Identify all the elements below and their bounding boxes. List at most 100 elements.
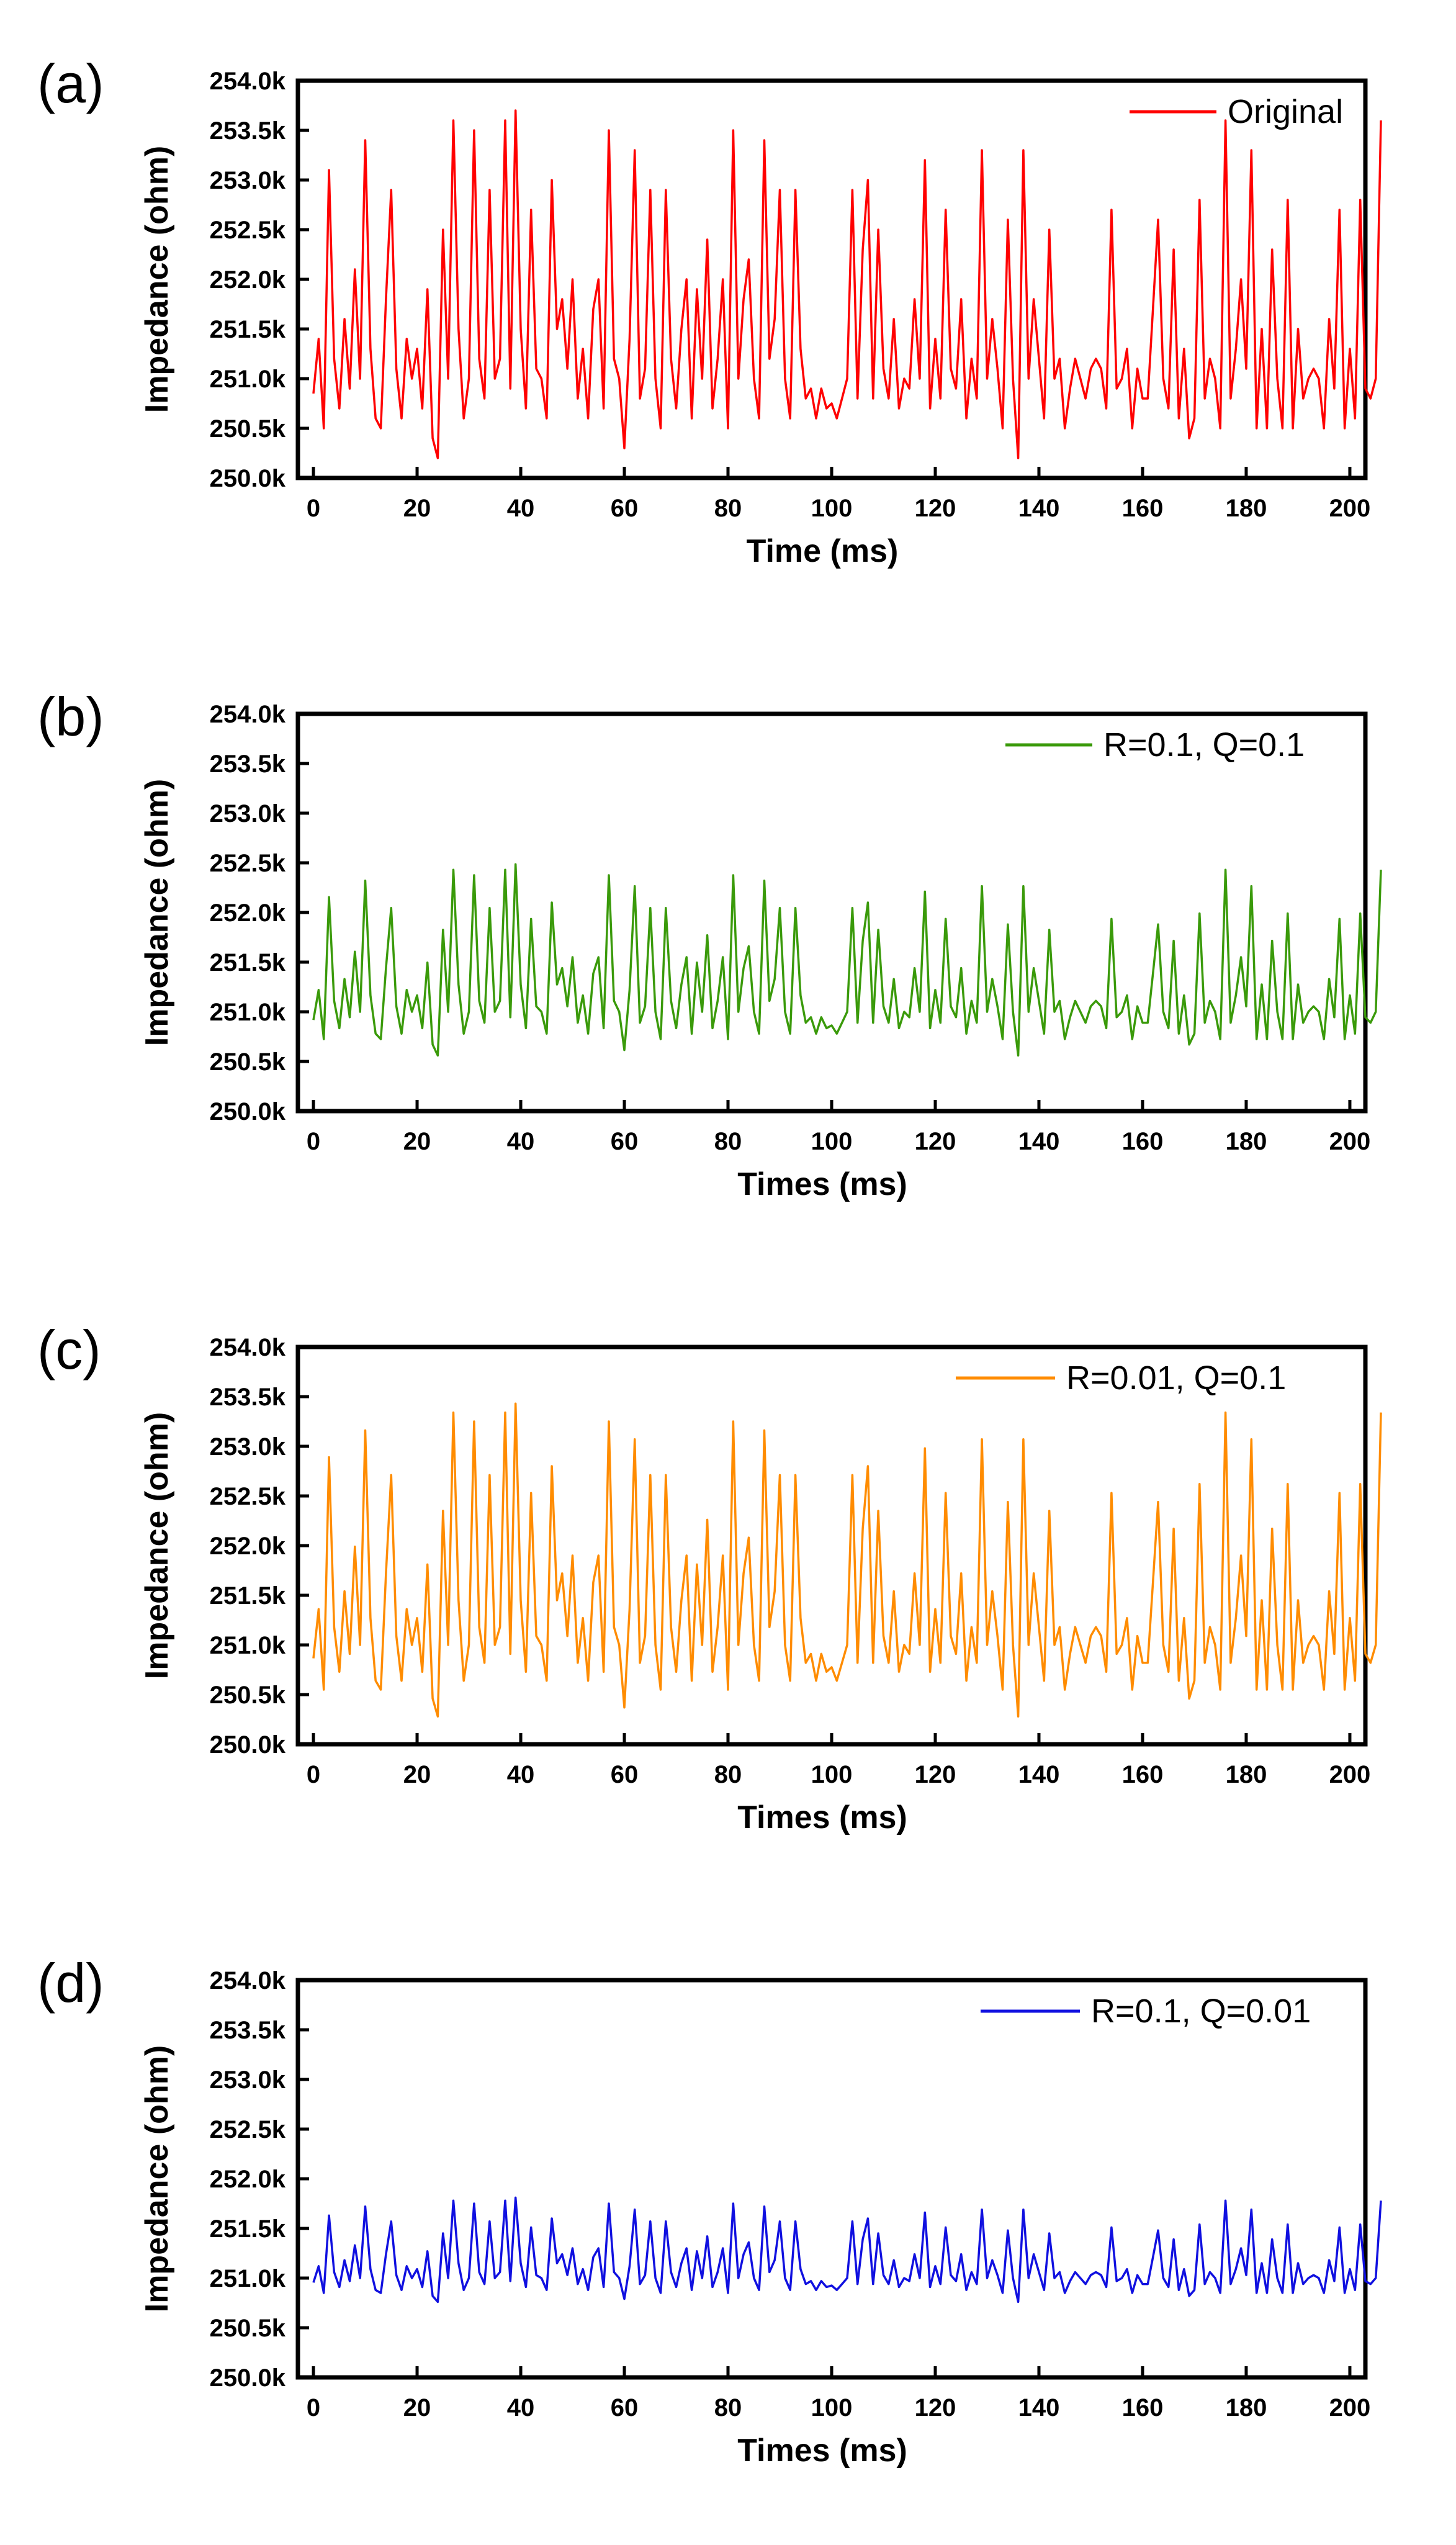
panel-b-xtick-label-2: 40 (507, 1128, 535, 1155)
panel-a-xtick-label-7: 140 (1018, 495, 1060, 522)
panel-d-plot-frame (295, 1978, 1368, 2380)
panel-d-ytick-label-7: 253.5k (210, 2017, 286, 2044)
panel-c-xtick-label-1: 20 (403, 1761, 431, 1788)
panel-b-series-line (312, 863, 1382, 1057)
panel-d-ylabel: Impedance (ohm) (139, 2045, 175, 2313)
panel-b-xtick-label-4: 80 (714, 1128, 742, 1155)
panel-c-xlabel: Times (ms) (737, 1800, 907, 1836)
panel-d-ytick-label-6: 253.0k (210, 2066, 286, 2094)
panel-d-xtick-label-9: 180 (1226, 2394, 1267, 2421)
panel-d-xtick-label-0: 0 (307, 2394, 320, 2421)
panel-b-series (312, 863, 1382, 1057)
panel-d-xtick-label-2: 40 (507, 2394, 535, 2421)
panel-d: (d) 250.0k 250.5k 251.0k 251.5k 252.0k 252.5k… (37, 1952, 1382, 2469)
panel-c-xtick-label-7: 140 (1018, 1761, 1060, 1788)
panel-b-label: (b) (37, 686, 104, 747)
panel-c-ytick-label-6: 253.0k (210, 1433, 286, 1461)
panel-c-xtick-label-6: 120 (915, 1761, 956, 1788)
panel-a-ytick-label-4: 252.0k (210, 266, 286, 294)
panel-a-series (312, 109, 1382, 459)
panel-a-legend: Original (1130, 93, 1343, 130)
panel-c-xtick-label-10: 200 (1329, 1761, 1371, 1788)
panel-b-xlabel: Times (ms) (737, 1166, 907, 1202)
panel-a-x-ticks: 0 20 40 60 80 100 120 140 160 180 200 (307, 467, 1370, 522)
panel-b-ytick-label-4: 252.0k (210, 899, 286, 927)
panel-d-ytick-label-4: 252.0k (210, 2166, 286, 2193)
panel-d-xtick-label-6: 120 (915, 2394, 956, 2421)
panel-d-ytick-label-5: 252.5k (210, 2116, 286, 2143)
panel-a-xtick-label-6: 120 (915, 495, 956, 522)
panel-b-ytick-label-3: 251.5k (210, 949, 286, 976)
panel-c-xtick-label-2: 40 (507, 1761, 535, 1788)
panel-c-series (312, 1402, 1382, 1718)
panel-c-ylabel: Impedance (ohm) (139, 1412, 175, 1680)
panel-a-ytick-label-0: 250.0k (210, 465, 286, 492)
panel-b-ytick-label-6: 253.0k (210, 800, 286, 827)
panel-d-xtick-label-7: 140 (1018, 2394, 1060, 2421)
panel-a-label: (a) (37, 53, 104, 114)
panel-c-legend-label: R=0.01, Q=0.1 (1066, 1359, 1286, 1397)
panel-d-ytick-label-8: 254.0k (210, 1967, 286, 1994)
panel-a-xtick-label-1: 20 (403, 495, 431, 522)
panel-a-ytick-label-6: 253.0k (210, 167, 286, 194)
panel-b-x-ticks: 0 20 40 60 80 100 120 140 160 180 200 (307, 1100, 1370, 1155)
panel-a-xtick-label-5: 100 (811, 495, 853, 522)
panel-d-label: (d) (37, 1952, 104, 2014)
panel-c-label: (c) (37, 1319, 101, 1381)
panel-c-xtick-label-0: 0 (307, 1761, 320, 1788)
panel-b-xtick-label-6: 120 (915, 1128, 956, 1155)
panel-c-ytick-label-8: 254.0k (210, 1334, 286, 1361)
panel-c-ytick-label-4: 252.0k (210, 1533, 286, 1560)
panel-c-ytick-label-7: 253.5k (210, 1384, 286, 1411)
panel-d-y-ticks: 250.0k 250.5k 251.0k 251.5k 252.0k 252.5k 253.… (210, 1967, 309, 2392)
panel-d-xlabel: Times (ms) (737, 2433, 907, 2469)
panel-c-xtick-label-8: 160 (1122, 1761, 1164, 1788)
panel-a: (a) 250.0k 250.5k 251.0k 251.5k 252.0k 252.5k… (37, 53, 1382, 569)
panel-a-ytick-label-3: 251.5k (210, 316, 286, 343)
panel-b-xtick-label-9: 180 (1226, 1128, 1267, 1155)
panel-b-ytick-label-0: 250.0k (210, 1098, 286, 1125)
panel-d-xtick-label-5: 100 (811, 2394, 853, 2421)
panel-d-ytick-label-0: 250.0k (210, 2364, 286, 2392)
panel-b-plot-frame (295, 711, 1368, 1114)
panel-a-xlabel: Time (ms) (747, 533, 899, 569)
panel-c-ytick-label-0: 250.0k (210, 1731, 286, 1759)
panel-c-y-ticks: 250.0k 250.5k 251.0k 251.5k 252.0k 252.5k 253.… (210, 1334, 309, 1759)
panel-a-legend-label: Original (1228, 93, 1343, 130)
panel-d-legend-label: R=0.1, Q=0.01 (1091, 1993, 1311, 2030)
panel-a-y-ticks: 250.0k 250.5k 251.0k 251.5k 252.0k 252.5k 253.… (210, 68, 309, 492)
panel-b-xtick-label-0: 0 (307, 1128, 320, 1155)
panel-d-ytick-label-1: 250.5k (210, 2315, 286, 2342)
panel-c-ytick-label-1: 250.5k (210, 1682, 286, 1709)
panel-a-ytick-label-1: 250.5k (210, 415, 286, 443)
panel-a-xtick-label-3: 60 (611, 495, 639, 522)
panel-c: (c) 250.0k 250.5k 251.0k 251.5k 252.0k 252.5k… (37, 1319, 1382, 1836)
panel-c-x-ticks: 0 20 40 60 80 100 120 140 160 180 200 (307, 1733, 1370, 1788)
panel-a-ytick-label-5: 252.5k (210, 217, 286, 244)
panel-a-ytick-label-2: 251.0k (210, 366, 286, 393)
panel-d-xtick-label-10: 200 (1329, 2394, 1371, 2421)
panel-c-legend: R=0.01, Q=0.1 (956, 1359, 1286, 1397)
panel-a-series-line (312, 109, 1382, 459)
panel-b-y-ticks: 250.0k 250.5k 251.0k 251.5k 252.0k 252.5k 253.… (210, 701, 309, 1125)
panel-b-ytick-label-1: 250.5k (210, 1048, 286, 1076)
panel-c-xtick-label-4: 80 (714, 1761, 742, 1788)
panel-d-ytick-label-3: 251.5k (210, 2215, 286, 2243)
panel-b: (b) 250.0k 250.5k 251.0k 251.5k 252.0k 252.5k… (37, 686, 1382, 1202)
panel-d-x-ticks: 0 20 40 60 80 100 120 140 160 180 200 (307, 2366, 1370, 2421)
panel-b-xtick-label-7: 140 (1018, 1128, 1060, 1155)
panel-b-xtick-label-1: 20 (403, 1128, 431, 1155)
panel-a-xtick-label-4: 80 (714, 495, 742, 522)
panel-d-series (312, 2196, 1382, 2304)
panel-a-xtick-label-0: 0 (307, 495, 320, 522)
panel-b-xtick-label-8: 160 (1122, 1128, 1164, 1155)
panel-b-ytick-label-5: 252.5k (210, 850, 286, 877)
panel-b-ytick-label-8: 254.0k (210, 701, 286, 728)
panel-a-ytick-label-7: 253.5k (210, 117, 286, 145)
panel-d-xtick-label-8: 160 (1122, 2394, 1164, 2421)
panel-c-series-line (312, 1402, 1382, 1718)
panel-a-xtick-label-10: 200 (1329, 495, 1371, 522)
panel-a-xtick-label-2: 40 (507, 495, 535, 522)
panel-a-ytick-label-8: 254.0k (210, 68, 286, 95)
